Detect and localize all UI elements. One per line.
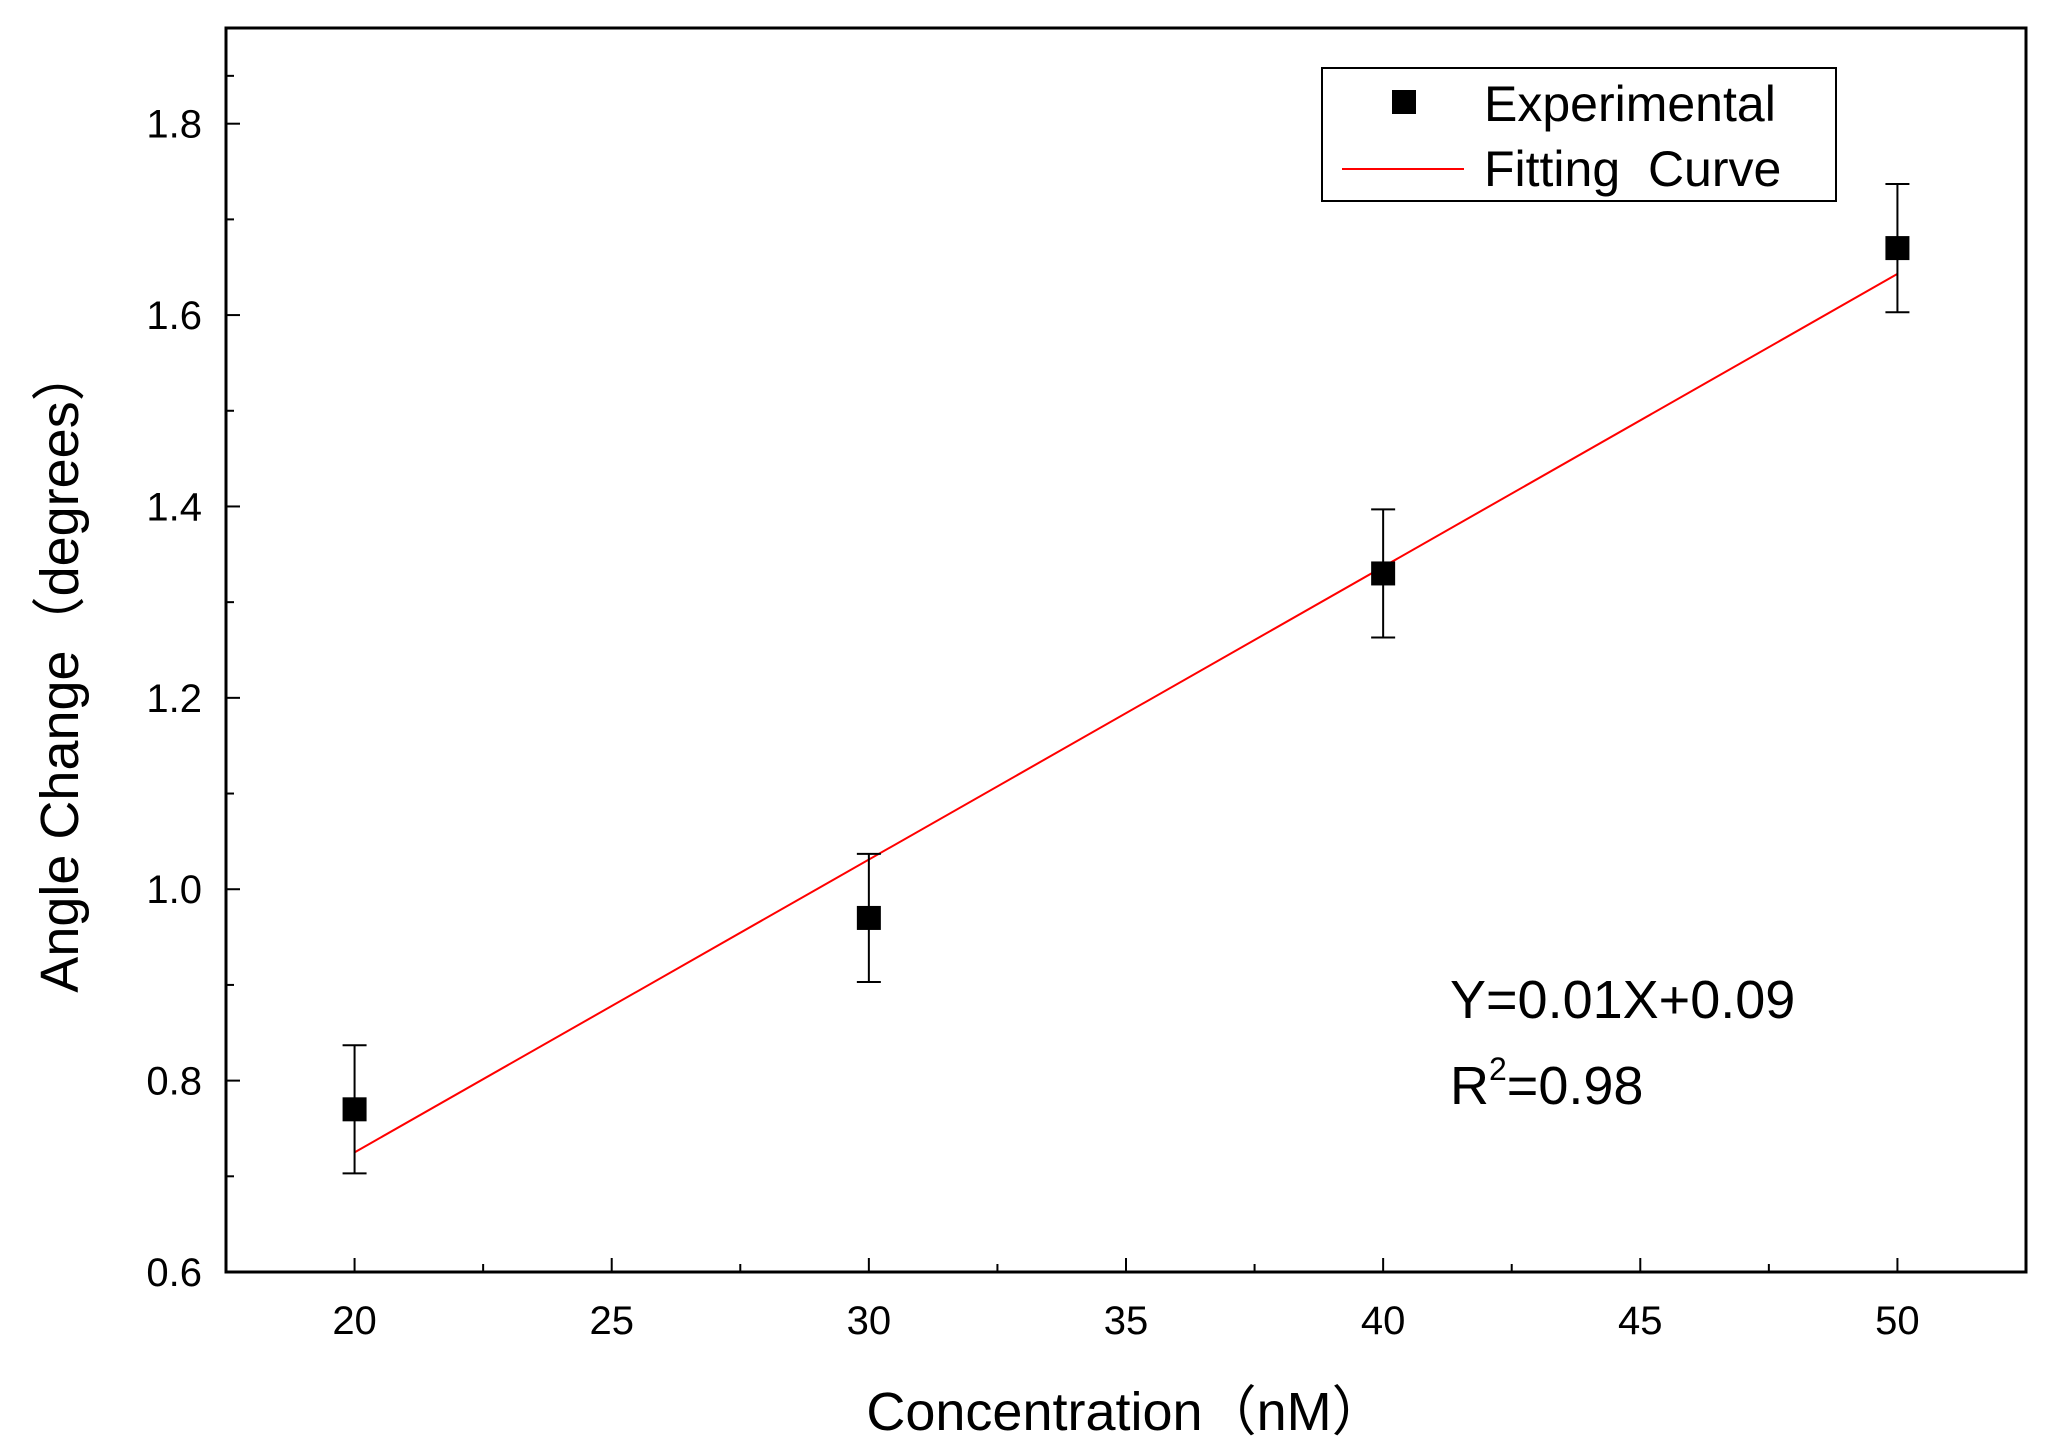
legend-marker-experimental: [1392, 90, 1416, 114]
x-tick-label: 50: [1875, 1299, 1920, 1343]
r-squared-superscript: 2: [1489, 1051, 1507, 1087]
legend: Experimental Fitting Curve: [1321, 67, 1837, 202]
fitting-curve-line: [354, 273, 1898, 1154]
data-point: [1885, 236, 1910, 261]
r-squared-prefix: R: [1450, 1056, 1489, 1116]
r-squared-value: =0.98: [1507, 1056, 1644, 1116]
data-point: [342, 1097, 367, 1122]
x-tick-label: 30: [847, 1299, 892, 1343]
data-point: [1371, 561, 1396, 586]
legend-label-fitting-curve: Fitting Curve: [1484, 141, 1781, 197]
x-tick-label: 25: [589, 1299, 634, 1343]
y-tick-label: 0.8: [146, 1060, 202, 1104]
plot-frame: [224, 26, 2028, 1274]
y-tick-label: 1.8: [146, 103, 202, 147]
x-tick-label: 20: [332, 1299, 377, 1343]
y-axis-title: Angle Change（degrees）: [30, 347, 90, 992]
r-squared-annotation: R2=0.98: [1450, 1051, 1643, 1116]
y-tick-label: 1.6: [146, 294, 202, 338]
y-tick-label: 0.6: [146, 1251, 202, 1295]
plot-area: 20 25 30 35 40 45 50 0.6 0.8 1.0 1.2 1.4 1.6 1.8: [146, 26, 2028, 1343]
y-tick-label: 1.2: [146, 677, 202, 721]
data-point: [856, 905, 881, 930]
y-tick-label: 1.0: [146, 868, 202, 912]
y-tick-label: 1.4: [146, 485, 202, 529]
x-tick-label: 35: [1104, 1299, 1149, 1343]
x-axis-title: Concentration（nM）: [866, 1382, 1385, 1442]
legend-label-experimental: Experimental: [1484, 76, 1776, 132]
x-tick-label: 45: [1618, 1299, 1663, 1343]
equation-annotation: Y=0.01X+0.09: [1450, 970, 1795, 1030]
x-tick-label: 40: [1361, 1299, 1406, 1343]
